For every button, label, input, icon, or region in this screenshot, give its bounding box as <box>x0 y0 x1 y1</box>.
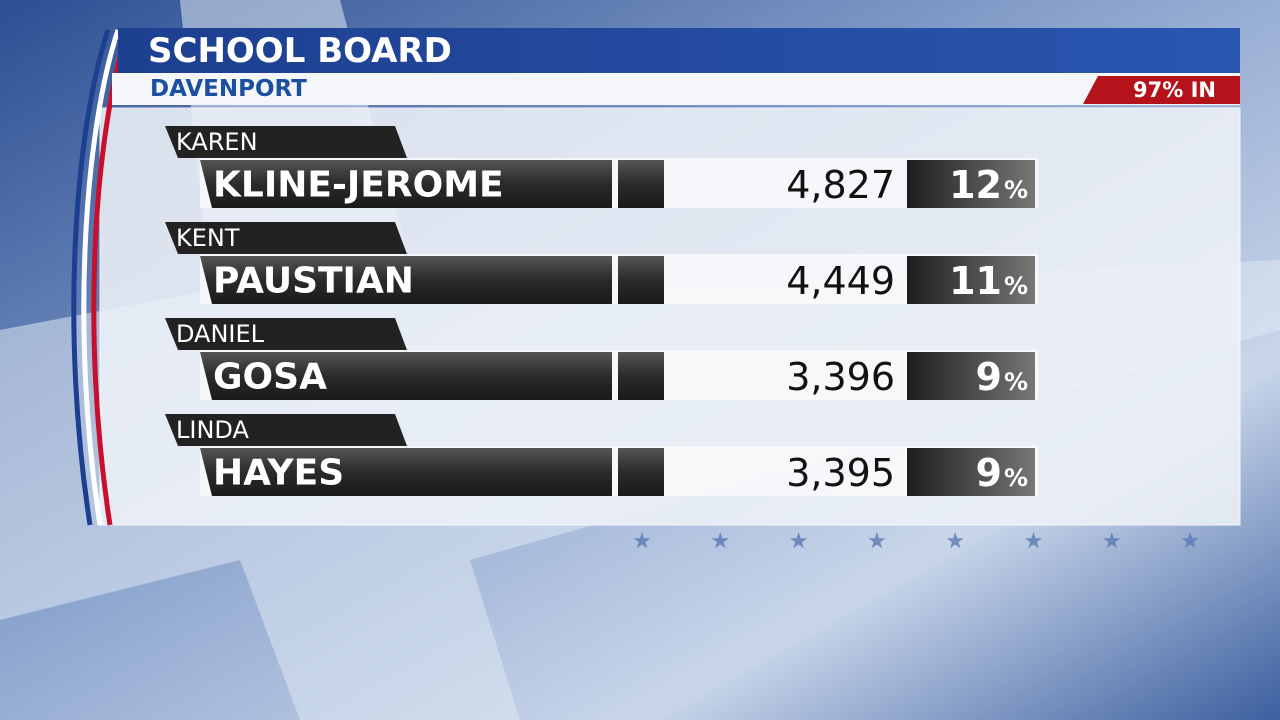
last-name: HAYES <box>213 453 344 494</box>
star <box>868 532 886 549</box>
percent-box <box>907 256 1035 304</box>
last-name: GOSA <box>213 357 327 398</box>
votes: 4,827 <box>786 163 895 207</box>
percent: 12 <box>949 163 1002 207</box>
stripe <box>71 29 111 526</box>
votes: 3,396 <box>786 355 895 399</box>
star <box>1024 532 1043 549</box>
percent-box <box>907 448 1035 496</box>
last-name-bar <box>200 160 612 208</box>
percent-sign: % <box>1004 272 1028 300</box>
header-bar <box>118 28 1240 73</box>
last-name-bar <box>200 256 612 304</box>
first-name-tab <box>165 222 407 254</box>
star <box>790 532 808 549</box>
percent-box <box>907 160 1035 208</box>
last-name: PAUSTIAN <box>213 261 414 302</box>
percent: 9 <box>976 451 1002 495</box>
percent-sign: % <box>1004 464 1028 492</box>
first-name: KENT <box>176 224 240 252</box>
status-box <box>618 160 664 208</box>
last-name-bar <box>200 352 612 400</box>
votes: 4,449 <box>786 259 895 303</box>
reporting: 97% IN <box>1133 78 1216 102</box>
stripe <box>81 29 121 526</box>
status-box <box>618 448 664 496</box>
star <box>1103 532 1121 549</box>
star <box>633 532 651 549</box>
first-name: DANIEL <box>176 320 265 348</box>
first-name-tab <box>165 126 407 158</box>
results: KAREN KLINE-JEROME 4,827 12 % KENT PAUSTIAN 4,4… <box>165 126 1038 496</box>
percent-sign: % <box>1004 176 1028 204</box>
subheader-bar <box>112 73 1240 105</box>
star <box>711 532 729 549</box>
votes: 3,395 <box>786 451 895 495</box>
star <box>1181 532 1199 549</box>
star <box>946 532 964 549</box>
last-name-bar <box>200 448 612 496</box>
last-name: KLINE-JEROME <box>213 165 504 206</box>
subtitle: DAVENPORT <box>150 76 307 102</box>
first-name: KAREN <box>176 128 258 156</box>
percent-sign: % <box>1004 368 1028 396</box>
first-name-tab <box>165 414 407 446</box>
reporting-tab <box>1083 76 1240 104</box>
status-box <box>618 352 664 400</box>
first-name-tab <box>165 318 407 350</box>
title: SCHOOL BOARD <box>148 31 452 71</box>
first-name: LINDA <box>176 416 249 444</box>
percent-box <box>907 352 1035 400</box>
percent: 9 <box>976 355 1002 399</box>
percent: 11 <box>949 259 1002 303</box>
stars <box>633 532 1199 549</box>
status-box <box>618 256 664 304</box>
